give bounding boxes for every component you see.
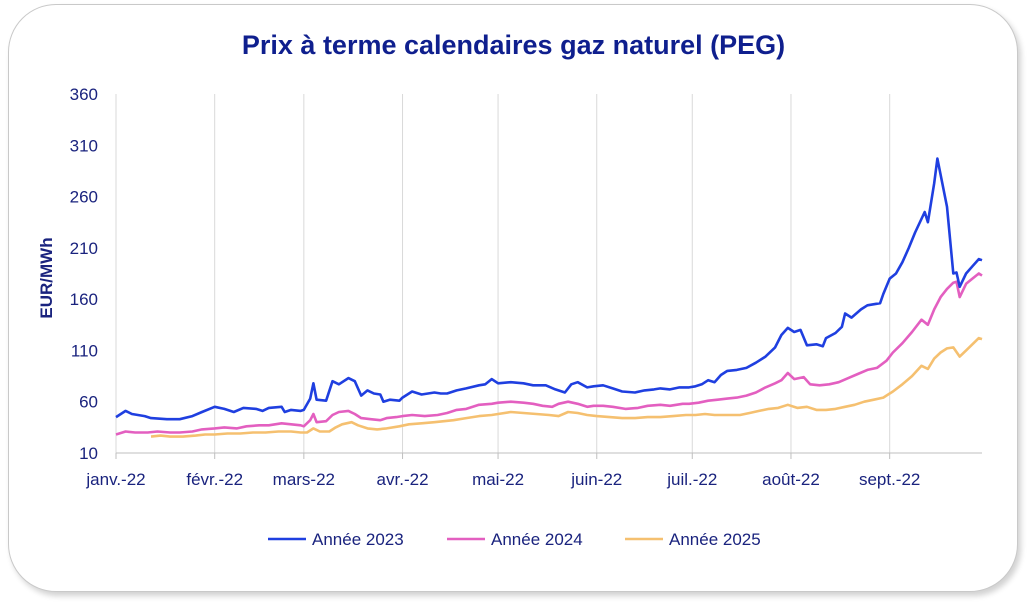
x-tick-label: juin-22 <box>570 470 622 489</box>
chart-card <box>8 4 1018 592</box>
y-tick-label: 60 <box>79 393 98 412</box>
series-line <box>115 272 983 436</box>
x-tick-label: sept.-22 <box>859 470 920 489</box>
x-tick-label: févr.-22 <box>186 470 243 489</box>
x-tick-label: avr.-22 <box>377 470 429 489</box>
legend-label: Année 2025 <box>669 530 761 549</box>
series-line <box>115 157 983 421</box>
y-tick-label: 210 <box>70 239 98 258</box>
x-tick-label: mars-22 <box>273 470 335 489</box>
y-tick-label: 110 <box>71 341 98 360</box>
series-line <box>150 336 983 438</box>
legend: Année 2023 Année 2024 Année 2025 <box>268 530 761 549</box>
y-axis-ticks: 10 60 110 160 210 260 310 360 <box>70 85 98 463</box>
y-axis-label: EUR/MWh <box>37 237 56 318</box>
y-tick-label: 160 <box>70 290 98 309</box>
legend-label: Année 2023 <box>312 530 404 549</box>
legend-label: Année 2024 <box>491 530 583 549</box>
x-tick-label: juil.-22 <box>666 470 717 489</box>
y-tick-label: 310 <box>70 136 98 155</box>
x-axis-ticks: janv.-22 févr.-22 mars-22 avr.-22 mai-22 juin… <box>85 453 920 489</box>
grid-lines <box>115 94 891 453</box>
y-tick-label: 260 <box>70 188 98 207</box>
y-tick-label: 10 <box>79 444 98 463</box>
x-tick-label: mai-22 <box>472 470 524 489</box>
x-tick-label: janv.-22 <box>85 470 145 489</box>
y-tick-label: 360 <box>70 85 98 104</box>
chart-title: Prix à terme calendaires gaz naturel (PE… <box>241 30 786 60</box>
series-lines <box>115 157 983 438</box>
x-tick-label: août-22 <box>762 470 820 489</box>
